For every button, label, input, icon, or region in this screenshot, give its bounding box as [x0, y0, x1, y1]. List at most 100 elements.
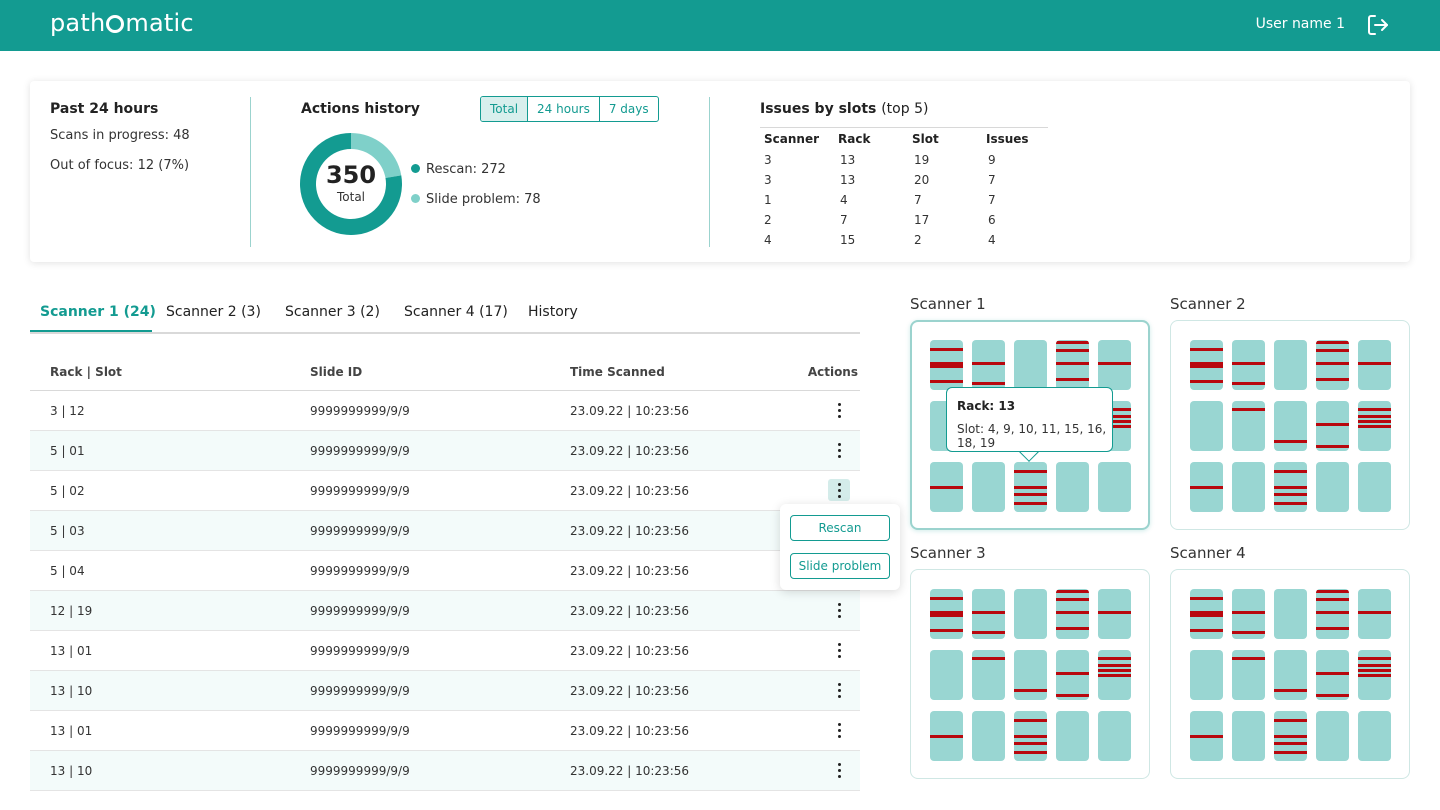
- rack-slot[interactable]: [1098, 589, 1131, 639]
- rack-slot[interactable]: [1232, 589, 1265, 639]
- rack-slot[interactable]: [1014, 711, 1047, 761]
- rack-slot[interactable]: [1358, 711, 1391, 761]
- rack-slot[interactable]: [1316, 401, 1349, 451]
- range-tab-7d[interactable]: 7 days: [598, 97, 658, 121]
- rack-slot[interactable]: [930, 711, 963, 761]
- rack-slot[interactable]: [1316, 462, 1349, 512]
- rack-slot[interactable]: [1098, 340, 1131, 390]
- table-row[interactable]: 5 | 04 9999999999/9/9 23.09.22 | 10:23:56: [30, 551, 860, 591]
- table-row[interactable]: 13 | 10 9999999999/9/9 23.09.22 | 10:23:56: [30, 671, 860, 711]
- rack-slot[interactable]: [930, 650, 963, 700]
- rack-slot[interactable]: [1274, 462, 1307, 512]
- issue-stripe: [1316, 590, 1349, 593]
- scanner-4-panel[interactable]: [1170, 569, 1410, 779]
- rack-slot[interactable]: [972, 340, 1005, 390]
- table-row[interactable]: 13 | 01 9999999999/9/9 23.09.22 | 10:23:56: [30, 631, 860, 671]
- rack-slot[interactable]: [1232, 340, 1265, 390]
- col-rack-slot[interactable]: Rack | Slot: [50, 365, 122, 379]
- rack-slot[interactable]: [1316, 650, 1349, 700]
- pathomatic-logo[interactable]: path matic: [50, 9, 194, 37]
- rack-slot[interactable]: [1232, 462, 1265, 512]
- rack-slot[interactable]: [1098, 462, 1131, 512]
- slide-id-cell: 9999999999/9/9: [310, 764, 410, 778]
- issue-stripe: [1274, 470, 1307, 473]
- rack-slot[interactable]: [930, 340, 963, 390]
- more-actions-icon[interactable]: [828, 639, 850, 661]
- table-row[interactable]: 12 | 19 9999999999/9/9 23.09.22 | 10:23:56: [30, 591, 860, 631]
- more-actions-icon[interactable]: [828, 679, 850, 701]
- rack-slot[interactable]: [1274, 401, 1307, 451]
- rack-slot[interactable]: [1190, 340, 1223, 390]
- more-actions-icon[interactable]: [828, 599, 850, 621]
- scanner-2-panel[interactable]: [1170, 320, 1410, 530]
- tab-scanner-4[interactable]: Scanner 4 (17): [404, 304, 508, 320]
- rack-slot[interactable]: [1274, 650, 1307, 700]
- rack-slot[interactable]: [1190, 462, 1223, 512]
- rack-slot[interactable]: [1232, 650, 1265, 700]
- tab-scanner-2[interactable]: Scanner 2 (3): [166, 304, 261, 320]
- username[interactable]: User name 1: [1255, 16, 1345, 32]
- rack-slot[interactable]: [930, 589, 963, 639]
- rack-slot[interactable]: [972, 650, 1005, 700]
- rack-slot[interactable]: [1014, 462, 1047, 512]
- tab-scanner-1[interactable]: Scanner 1 (24): [40, 304, 156, 320]
- more-actions-icon[interactable]: [828, 399, 850, 421]
- slide-problem-button[interactable]: Slide problem: [790, 553, 890, 579]
- scanner-3-panel[interactable]: [910, 569, 1150, 779]
- rack-slot[interactable]: [1056, 650, 1089, 700]
- rack-slot[interactable]: [1190, 711, 1223, 761]
- rack-slot[interactable]: [930, 462, 963, 512]
- rack-slot[interactable]: [972, 589, 1005, 639]
- rack-slot[interactable]: [1232, 711, 1265, 761]
- rack-slot[interactable]: [1232, 401, 1265, 451]
- issue-stripe: [1190, 597, 1223, 600]
- rack-slot[interactable]: [972, 711, 1005, 761]
- rack-slot[interactable]: [1274, 589, 1307, 639]
- more-actions-icon[interactable]: [828, 719, 850, 741]
- table-row[interactable]: 5 | 02 9999999999/9/9 23.09.22 | 10:23:56: [30, 471, 860, 511]
- rack-slot[interactable]: [1358, 650, 1391, 700]
- rack-slot[interactable]: [1358, 462, 1391, 512]
- rack-slot[interactable]: [1358, 589, 1391, 639]
- rack-slot[interactable]: [1014, 340, 1047, 390]
- rack-slot[interactable]: [972, 462, 1005, 512]
- rack-slot[interactable]: [1358, 340, 1391, 390]
- issue-stripe: [972, 631, 1005, 634]
- more-actions-icon[interactable]: [828, 759, 850, 781]
- rack-slot[interactable]: [1190, 650, 1223, 700]
- tab-history[interactable]: History: [528, 304, 578, 320]
- rack-slot[interactable]: [1014, 589, 1047, 639]
- table-row[interactable]: 13 | 01 9999999999/9/9 23.09.22 | 10:23:56: [30, 711, 860, 751]
- table-row[interactable]: 13 | 10 9999999999/9/9 23.09.22 | 10:23:56: [30, 751, 860, 791]
- col-slide-id[interactable]: Slide ID: [310, 365, 363, 379]
- rack-slot[interactable]: [1056, 711, 1089, 761]
- rack-slot[interactable]: [1316, 589, 1349, 639]
- more-actions-icon[interactable]: [828, 479, 850, 501]
- logout-icon[interactable]: [1366, 13, 1390, 37]
- col-time-scanned[interactable]: Time Scanned: [570, 365, 665, 379]
- rack-slot[interactable]: [1274, 711, 1307, 761]
- range-tab-24h[interactable]: 24 hours: [527, 97, 599, 121]
- table-row[interactable]: 3 | 12 9999999999/9/9 23.09.22 | 10:23:56: [30, 391, 860, 431]
- rack-slot[interactable]: [1098, 650, 1131, 700]
- rack-slot[interactable]: [1056, 462, 1089, 512]
- tab-scanner-3[interactable]: Scanner 3 (2): [285, 304, 380, 320]
- rack-slot[interactable]: [1274, 340, 1307, 390]
- rack-slot[interactable]: [1098, 711, 1131, 761]
- slide-id-cell: 9999999999/9/9: [310, 524, 410, 538]
- table-row[interactable]: 5 | 03 9999999999/9/9 23.09.22 | 10:23:56: [30, 511, 860, 551]
- rack-slot[interactable]: [1190, 589, 1223, 639]
- rescan-button[interactable]: Rescan: [790, 515, 890, 541]
- rack-slot[interactable]: [1056, 589, 1089, 639]
- table-row[interactable]: 5 | 01 9999999999/9/9 23.09.22 | 10:23:56: [30, 431, 860, 471]
- issue-stripe: [1316, 378, 1349, 381]
- rack-slot[interactable]: [1358, 401, 1391, 451]
- rack-slot[interactable]: [1190, 401, 1223, 451]
- rack-slot[interactable]: [1316, 711, 1349, 761]
- issues-row: 2 7 17 6: [764, 213, 996, 227]
- rack-slot[interactable]: [1014, 650, 1047, 700]
- rack-slot[interactable]: [1056, 340, 1089, 390]
- rack-slot[interactable]: [1316, 340, 1349, 390]
- range-tab-total[interactable]: Total: [481, 97, 528, 121]
- more-actions-icon[interactable]: [828, 439, 850, 461]
